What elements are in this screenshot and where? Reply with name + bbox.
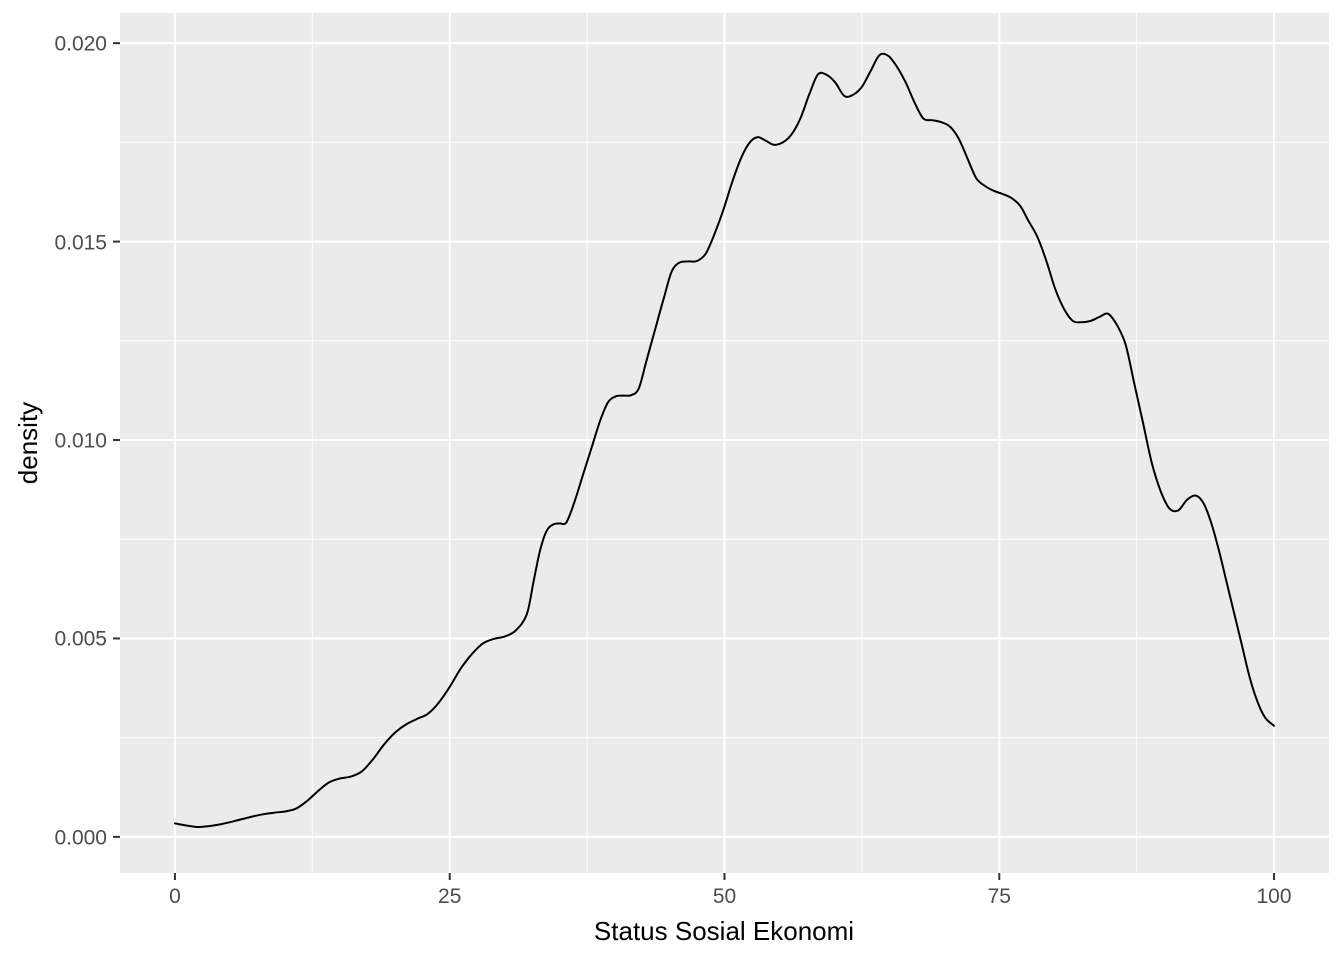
density-curve <box>174 52 1275 829</box>
y-axis-tick-label: 0.020 <box>54 32 107 56</box>
x-axis-tick-label: 75 <box>987 885 1011 908</box>
x-axis-title: Status Sosial Ekonomi <box>593 916 855 946</box>
x-axis-tick-label: 25 <box>438 885 462 908</box>
y-axis-tick-label: 0.015 <box>54 231 107 255</box>
y-axis-title: density <box>13 401 43 485</box>
y-axis-tick-label: 0.010 <box>54 429 107 453</box>
x-axis-tick-label: 100 <box>1256 885 1292 908</box>
y-axis-tick-label: 0.005 <box>54 627 107 651</box>
x-axis-tick-label: 0 <box>169 885 181 908</box>
y-axis-tick-label: 0.000 <box>54 826 107 850</box>
x-axis-tick-label: 50 <box>712 885 737 908</box>
